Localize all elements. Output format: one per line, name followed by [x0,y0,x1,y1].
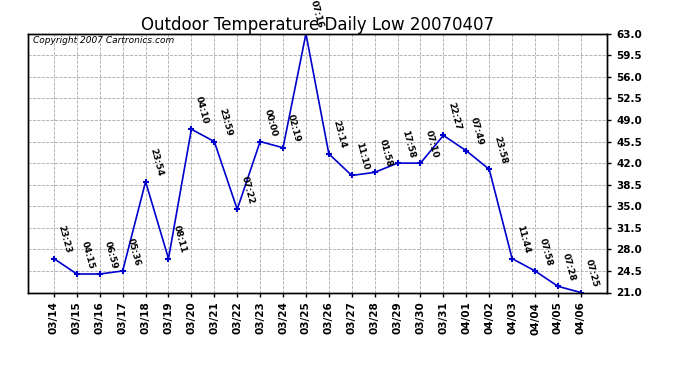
Title: Outdoor Temperature Daily Low 20070407: Outdoor Temperature Daily Low 20070407 [141,16,494,34]
Text: 06:59: 06:59 [103,240,119,270]
Text: 00:00: 00:00 [263,108,279,137]
Text: 17:58: 17:58 [400,129,417,159]
Text: 23:14: 23:14 [332,120,348,150]
Text: 04:10: 04:10 [194,95,210,125]
Text: 04:15: 04:15 [79,240,96,270]
Text: 23:58: 23:58 [492,135,508,165]
Text: 07:22: 07:22 [240,175,256,205]
Text: 07:28: 07:28 [561,252,577,282]
Text: 07:25: 07:25 [584,258,600,288]
Text: 22:27: 22:27 [446,101,462,131]
Text: 23:23: 23:23 [57,225,73,255]
Text: 07:10: 07:10 [423,129,440,159]
Text: 08:11: 08:11 [171,225,188,255]
Text: 02:19: 02:19 [286,114,302,144]
Text: 07:49: 07:49 [469,116,485,147]
Text: 11:10: 11:10 [355,141,371,171]
Text: 11:44: 11:44 [515,224,531,255]
Text: 01:58: 01:58 [377,138,393,168]
Text: 05:36: 05:36 [126,237,141,267]
Text: 07:58: 07:58 [538,237,554,267]
Text: 07:16: 07:16 [308,0,325,30]
Text: 23:54: 23:54 [148,147,164,177]
Text: Copyright 2007 Cartronics.com: Copyright 2007 Cartronics.com [33,36,175,45]
Text: 23:59: 23:59 [217,107,233,137]
